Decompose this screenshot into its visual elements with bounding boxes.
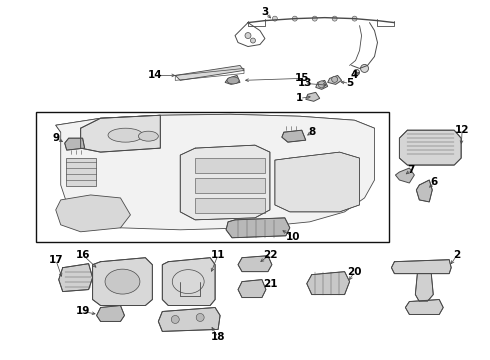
Polygon shape [226, 218, 290, 238]
Polygon shape [97, 306, 124, 321]
Text: 2: 2 [454, 250, 461, 260]
Text: 19: 19 [75, 306, 90, 316]
Text: 20: 20 [347, 267, 362, 276]
Circle shape [245, 32, 251, 39]
Text: 8: 8 [308, 127, 316, 137]
Polygon shape [56, 114, 374, 135]
Circle shape [332, 76, 338, 82]
Text: 12: 12 [455, 125, 469, 135]
Bar [195, 198, 265, 213]
Polygon shape [81, 115, 160, 152]
Text: 9: 9 [52, 133, 59, 143]
Polygon shape [282, 130, 306, 142]
Text: 18: 18 [211, 332, 225, 342]
Polygon shape [416, 274, 433, 302]
Ellipse shape [108, 128, 143, 142]
Circle shape [312, 16, 317, 21]
Circle shape [332, 16, 337, 21]
Polygon shape [275, 152, 360, 212]
Bar [66, 158, 96, 186]
Circle shape [272, 16, 277, 21]
Circle shape [318, 81, 325, 88]
Polygon shape [306, 92, 319, 101]
Polygon shape [93, 258, 152, 306]
Text: 21: 21 [263, 279, 277, 289]
Polygon shape [405, 300, 443, 315]
Circle shape [250, 38, 255, 43]
Polygon shape [158, 307, 220, 332]
Circle shape [361, 64, 368, 72]
Text: 7: 7 [408, 165, 415, 175]
Circle shape [354, 69, 360, 75]
Text: 1: 1 [296, 93, 303, 103]
Text: 4: 4 [351, 71, 358, 80]
Text: 22: 22 [263, 250, 277, 260]
Circle shape [196, 314, 204, 321]
Polygon shape [225, 75, 240, 84]
Polygon shape [238, 256, 272, 272]
Ellipse shape [227, 77, 239, 84]
Text: 6: 6 [431, 177, 438, 187]
Ellipse shape [138, 131, 158, 141]
Polygon shape [56, 114, 374, 230]
Polygon shape [162, 258, 215, 306]
Circle shape [172, 315, 179, 323]
Text: 17: 17 [49, 255, 63, 265]
Polygon shape [238, 280, 266, 298]
Text: 15: 15 [294, 73, 309, 84]
Polygon shape [395, 168, 415, 183]
Ellipse shape [105, 269, 140, 294]
Polygon shape [328, 75, 342, 84]
Polygon shape [56, 195, 130, 232]
Polygon shape [175, 66, 244, 80]
Bar [195, 178, 265, 193]
Polygon shape [392, 260, 451, 274]
Circle shape [352, 16, 357, 21]
Polygon shape [416, 180, 432, 202]
Polygon shape [180, 145, 270, 220]
Text: 11: 11 [211, 250, 225, 260]
Polygon shape [65, 138, 85, 150]
Bar [36, 112, 390, 242]
Text: 5: 5 [346, 78, 353, 88]
Text: 16: 16 [75, 250, 90, 260]
Polygon shape [307, 272, 349, 294]
Circle shape [293, 16, 297, 21]
Text: 14: 14 [148, 71, 163, 80]
Polygon shape [59, 264, 93, 292]
Polygon shape [316, 80, 328, 89]
Bar [195, 158, 265, 173]
Text: 10: 10 [286, 232, 300, 242]
Text: 13: 13 [297, 78, 312, 88]
Text: 3: 3 [261, 6, 269, 17]
Polygon shape [399, 130, 461, 165]
